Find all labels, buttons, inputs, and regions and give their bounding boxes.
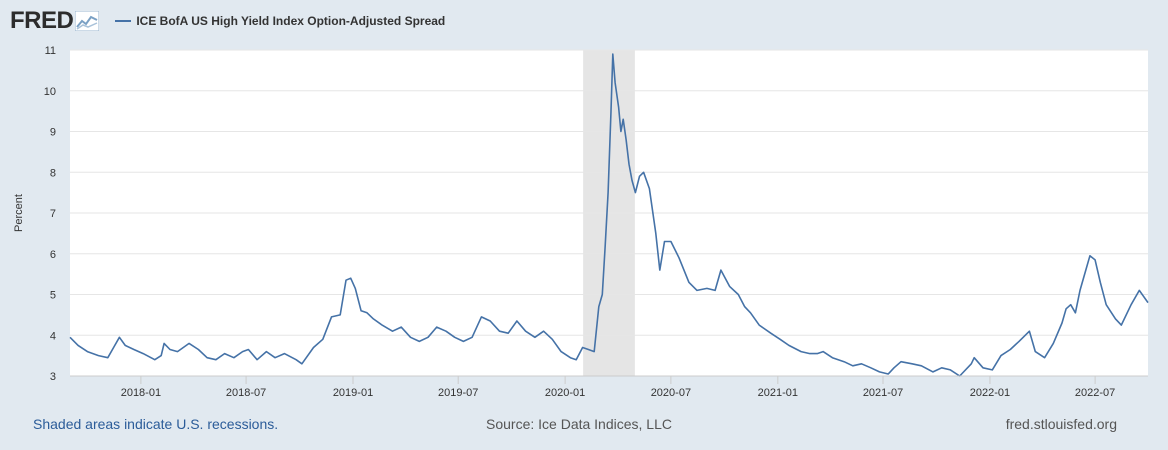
y-tick-label: 4 bbox=[50, 330, 56, 342]
chart-header: FRED ICE BofA US High Yield Index Option… bbox=[10, 6, 445, 36]
series-line bbox=[69, 53, 1149, 377]
legend-series-label[interactable]: ICE BofA US High Yield Index Option-Adju… bbox=[136, 14, 446, 28]
y-tick-label: 8 bbox=[50, 167, 56, 179]
x-tick-label: 2021-07 bbox=[863, 387, 903, 399]
x-tick-label: 2020-01 bbox=[545, 387, 585, 399]
y-axis-label: Percent bbox=[13, 194, 25, 232]
x-tick-label: 2021-01 bbox=[758, 387, 798, 399]
source-note: Source: Ice Data Indices, LLC bbox=[486, 416, 672, 432]
x-tick-label: 2019-01 bbox=[333, 387, 373, 399]
fred-logo-chart-icon bbox=[75, 11, 100, 31]
y-tick-label: 5 bbox=[50, 290, 56, 302]
y-tick-label: 6 bbox=[50, 249, 56, 261]
site-link[interactable]: fred.stlouisfed.org bbox=[1005, 416, 1117, 432]
x-tick-label: 2022-07 bbox=[1075, 387, 1115, 399]
recession-note: Shaded areas indicate U.S. recessions. bbox=[33, 416, 279, 432]
legend-line-swatch bbox=[115, 20, 132, 22]
y-tick-label: 7 bbox=[50, 208, 56, 220]
fred-logo[interactable]: FRED bbox=[10, 7, 74, 34]
x-tick-label: 2022-01 bbox=[970, 387, 1010, 399]
x-tick-label: 2020-07 bbox=[651, 387, 691, 399]
x-tick-label: 2018-07 bbox=[226, 387, 266, 399]
x-tick-label: 2019-07 bbox=[438, 387, 478, 399]
chart-legend: ICE BofA US High Yield Index Option-Adju… bbox=[115, 14, 445, 28]
y-tick-label: 10 bbox=[44, 86, 56, 98]
y-tick-label: 11 bbox=[45, 45, 56, 57]
y-tick-label: 3 bbox=[50, 371, 56, 383]
y-tick-label: 9 bbox=[50, 127, 56, 139]
x-tick-label: 2018-01 bbox=[121, 387, 161, 399]
